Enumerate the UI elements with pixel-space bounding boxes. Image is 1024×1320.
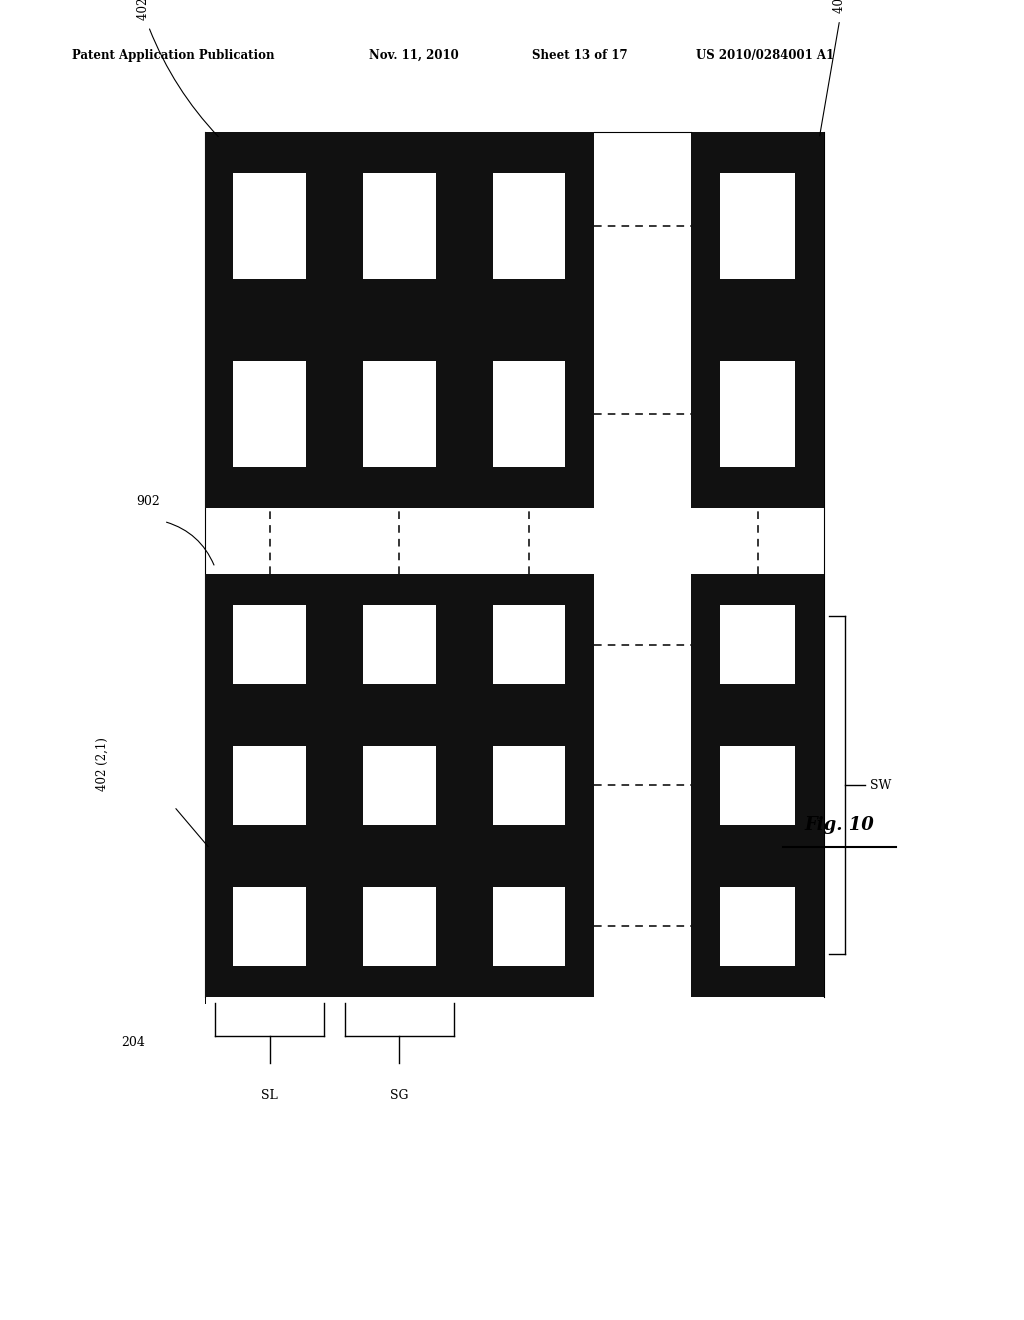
Bar [364, 362, 435, 467]
Bar [233, 605, 306, 684]
Bar [233, 173, 306, 279]
Bar [364, 605, 435, 684]
Bar [721, 173, 795, 279]
Text: 902: 902 [136, 495, 161, 508]
Bar [233, 362, 306, 467]
Text: 402 (2,N): 402 (2,N) [137, 0, 150, 20]
Bar [493, 605, 565, 684]
Bar [205, 132, 594, 508]
Bar [721, 887, 795, 966]
Text: Sheet 13 of 17: Sheet 13 of 17 [532, 49, 628, 62]
Text: 402 (2,1): 402 (2,1) [96, 738, 109, 791]
Bar [364, 887, 435, 966]
Text: SG: SG [390, 1089, 409, 1102]
Text: SL: SL [261, 1089, 279, 1102]
Bar [233, 746, 306, 825]
Bar [233, 887, 306, 966]
Bar [691, 132, 824, 508]
Bar [364, 173, 435, 279]
Text: 204: 204 [121, 1036, 145, 1049]
Bar [493, 746, 565, 825]
Bar [493, 173, 565, 279]
Text: SW: SW [870, 779, 892, 792]
Bar [691, 574, 824, 997]
Text: Patent Application Publication: Patent Application Publication [72, 49, 274, 62]
Text: US 2010/0284001 A1: US 2010/0284001 A1 [696, 49, 835, 62]
Bar [493, 887, 565, 966]
Bar [721, 605, 795, 684]
Bar [721, 746, 795, 825]
Bar [364, 746, 435, 825]
Text: Fig. 10: Fig. 10 [805, 816, 874, 834]
Bar [493, 362, 565, 467]
Text: 402 (N-1, N): 402 (N-1, N) [834, 0, 846, 13]
Text: Nov. 11, 2010: Nov. 11, 2010 [369, 49, 459, 62]
Bar [205, 574, 594, 997]
Bar [721, 362, 795, 467]
